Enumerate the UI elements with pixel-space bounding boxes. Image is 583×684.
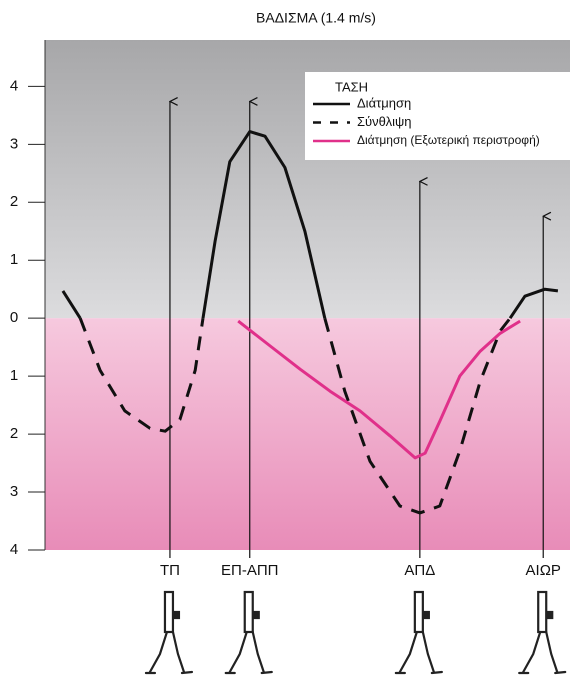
figure-legs xyxy=(523,632,557,672)
walking-figure xyxy=(146,592,192,673)
negative-region xyxy=(45,318,570,550)
y-tick-label: 2 xyxy=(10,193,18,210)
event-label: ΑΠΔ xyxy=(404,562,435,579)
event-label: ΤΠ xyxy=(160,562,180,579)
figure-hand xyxy=(424,612,429,618)
figure-legs xyxy=(400,632,434,672)
y-tick-label: 3 xyxy=(10,483,18,500)
legend-title: ΤΑΣΗ xyxy=(335,79,368,94)
figure-feet xyxy=(226,672,272,673)
y-tick-label: 2 xyxy=(10,425,18,442)
chart-title: ΒΑΔΙΣΜΑ (1.4 m/s) xyxy=(256,10,376,26)
figure-hand xyxy=(547,612,552,618)
legend-label: Διάτμηση (Εξωτερική περιστροφή) xyxy=(357,133,540,147)
walking-figure xyxy=(519,592,565,673)
chart: ΒΑΔΙΣΜΑ (1.4 m/s) 4 3 2 1 0 1 2 3 4 ΤΠ ΕΠ-ΑΠΠ ΑΠΔ ΑΙ… xyxy=(0,0,583,684)
legend-label: Σύνθλιψη xyxy=(357,114,412,129)
event-label: ΑΙΩΡ xyxy=(526,562,561,579)
event-label: ΕΠ-ΑΠΠ xyxy=(221,562,279,579)
y-tick-label: 0 xyxy=(10,309,18,326)
figure-hand xyxy=(174,612,179,618)
figure-torso xyxy=(538,592,546,632)
walking-figure xyxy=(396,592,442,673)
figure-torso xyxy=(415,592,423,632)
figure-legs xyxy=(150,632,184,672)
figure-hand xyxy=(254,612,259,618)
figure-feet xyxy=(146,672,192,673)
walking-figure xyxy=(226,592,272,673)
y-tick-label: 4 xyxy=(10,77,18,94)
figure-feet xyxy=(519,672,565,673)
y-tick-label: 1 xyxy=(10,367,18,384)
y-tick-label: 3 xyxy=(10,135,18,152)
legend-label: Διάτμηση xyxy=(357,95,411,110)
figure-torso xyxy=(165,592,173,632)
figure-legs xyxy=(230,632,264,672)
y-tick-label: 1 xyxy=(10,251,18,268)
y-tick-label: 4 xyxy=(10,541,18,558)
figure-feet xyxy=(396,672,442,673)
figure-torso xyxy=(245,592,253,632)
